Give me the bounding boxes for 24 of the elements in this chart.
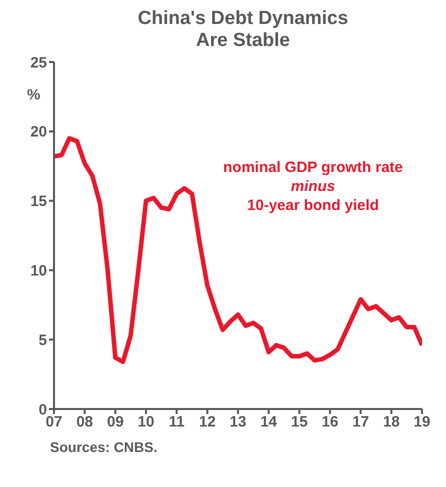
chart-title: China's Debt Dynamics Are Stable [136, 8, 350, 52]
x-tick-label: 10 [138, 414, 154, 431]
y-tick-label: 25 [30, 54, 47, 72]
y-tick-label: 0 [38, 401, 47, 418]
source-note: Sources: CNBS. [49, 439, 158, 455]
y-tick-label: 5 [38, 332, 47, 349]
y-tick-label: 20 [30, 124, 47, 141]
x-tick-label: 11 [168, 414, 185, 431]
x-tick-label: 12 [198, 414, 216, 431]
x-tick-label: 14 [260, 414, 278, 431]
x-tick-label: 15 [290, 414, 308, 431]
x-tick-label: 07 [46, 414, 62, 431]
x-tick-label: 18 [382, 414, 400, 431]
series-label: nominal GDP growth rate minus 10-year bond yield [222, 158, 404, 215]
y-tick-label: 10 [30, 262, 47, 280]
x-tick-label: 19 [414, 414, 430, 431]
y-tick-label: 15 [30, 193, 47, 210]
x-tick-label: 17 [352, 414, 370, 431]
x-tick-label: 09 [106, 414, 124, 431]
x-tick-label: 08 [76, 414, 94, 431]
line-series [54, 136, 422, 364]
x-tick-label: 16 [322, 414, 338, 431]
x-tick-label: 13 [230, 414, 246, 431]
y-axis-title: % [27, 86, 40, 104]
